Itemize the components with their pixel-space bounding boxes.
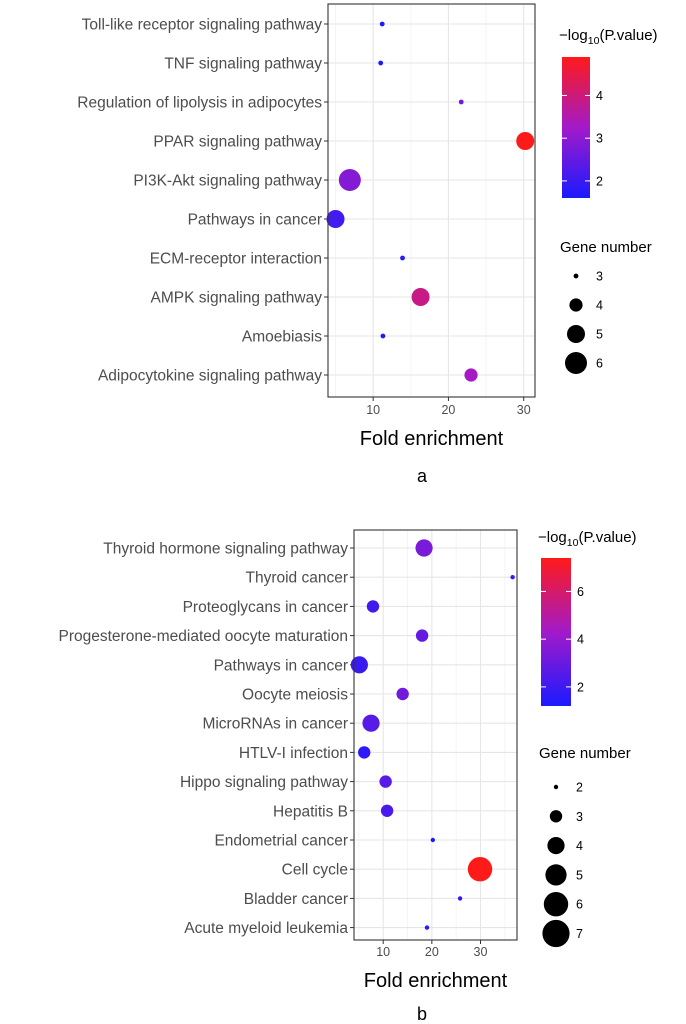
data-point [362, 714, 380, 732]
pathway-label: Bladder cancer [244, 891, 348, 908]
size-legend-label: 3 [576, 810, 583, 824]
data-point [400, 255, 405, 261]
data-point [350, 656, 368, 674]
size-legend-label: 4 [576, 839, 583, 853]
data-point [457, 896, 463, 901]
data-point [415, 539, 433, 557]
plot-border [327, 3, 536, 398]
data-point [380, 804, 394, 817]
data-point [458, 99, 464, 105]
plot-border [353, 529, 518, 941]
pathway-label: Thyroid cancer [245, 570, 348, 587]
colorbar [541, 558, 571, 706]
panel-a: 10 20 30 Toll-like receptor signaling pathw… [77, 3, 658, 486]
pathway-label: Oocyte meiosis [242, 687, 348, 704]
data-point [379, 775, 392, 788]
pathway-label: Hepatitis B [273, 803, 348, 820]
pathway-label: TNF signaling pathway [164, 56, 322, 73]
colorbar [562, 57, 590, 198]
plot-background [354, 530, 517, 940]
size-legend-key [547, 837, 565, 855]
plot-background [328, 4, 535, 397]
size-legend-key [567, 325, 585, 343]
colorbar-label: 2 [577, 680, 584, 694]
x-tick-label: 20 [441, 403, 455, 417]
colorbar-label: 6 [577, 585, 584, 599]
size-legend-label: 3 [596, 270, 603, 284]
panel-label: a [417, 466, 428, 486]
size-legend-key [569, 298, 583, 312]
pathway-label: Thyroid hormone signaling pathway [103, 541, 348, 558]
pathway-label: AMPK signaling pathway [151, 290, 323, 307]
data-point [464, 368, 478, 382]
pathway-label: HTLV-I infection [239, 745, 348, 762]
pathway-label: ECM-receptor interaction [150, 251, 322, 268]
pathway-label: Hippo signaling pathway [180, 774, 348, 791]
pathway-label: MicroRNAs in cancer [202, 716, 348, 733]
data-point [326, 210, 345, 228]
size-legend-label: 5 [596, 328, 603, 342]
size-legend-key [553, 784, 559, 790]
size-legend-key [549, 810, 563, 823]
size-legend-label: 2 [576, 781, 583, 795]
pathway-label: Pathways in cancer [188, 212, 322, 229]
x-axis-title: Fold enrichment [360, 428, 504, 450]
data-point [510, 575, 515, 580]
data-point [378, 60, 384, 66]
colorbar-label: 4 [577, 633, 584, 647]
data-point [358, 746, 371, 759]
pathway-label: PPAR signaling pathway [153, 134, 322, 151]
size-legend-key [542, 919, 570, 948]
data-point [411, 288, 430, 306]
panel-b: 10 20 30 Thyroid hormone signaling pathway T… [59, 529, 637, 1024]
data-point [424, 925, 430, 930]
data-point [379, 21, 385, 27]
data-point [430, 837, 436, 843]
x-tick-label: 20 [425, 945, 439, 959]
size-legend-key [545, 864, 567, 886]
x-tick-label: 10 [366, 403, 380, 417]
data-point [366, 600, 380, 613]
size-legend-title: Gene number [539, 745, 631, 762]
data-point [396, 687, 409, 701]
data-point [467, 857, 493, 882]
colorbar-label: 4 [596, 89, 603, 103]
colorbar-label: 2 [596, 174, 603, 188]
color-legend-title: −log10(P.value) [538, 529, 637, 549]
pathway-label: Endometrial cancer [214, 833, 348, 850]
x-tick-label: 30 [474, 945, 488, 959]
panel-label: b [417, 1004, 427, 1024]
x-tick-label: 30 [517, 403, 531, 417]
x-tick-label: 10 [376, 945, 390, 959]
pathway-label: Cell cycle [282, 862, 348, 879]
data-point [338, 169, 361, 191]
size-legend-key [543, 892, 569, 917]
pathway-label: Progesterone-mediated oocyte maturation [59, 628, 349, 645]
data-point [380, 333, 386, 339]
pathway-label: Toll-like receptor signaling pathway [82, 17, 323, 34]
pathway-label: PI3K-Akt signaling pathway [133, 173, 322, 190]
size-legend-label: 6 [576, 898, 583, 912]
data-point [415, 629, 429, 642]
data-point [516, 132, 535, 150]
x-axis-title: Fold enrichment [364, 970, 508, 992]
size-legend-label: 7 [576, 927, 583, 941]
pathway-label: Adipocytokine signaling pathway [98, 368, 322, 385]
pathway-label: Regulation of lipolysis in adipocytes [77, 95, 322, 112]
pathway-label: Pathways in cancer [214, 657, 348, 674]
color-legend-title: −log10(P.value) [559, 27, 658, 47]
size-legend-label: 6 [596, 357, 603, 371]
size-legend-label: 4 [596, 299, 603, 313]
colorbar-label: 3 [596, 132, 603, 146]
size-legend-key [565, 352, 587, 374]
size-legend-key [573, 273, 579, 279]
size-legend-label: 5 [576, 868, 583, 882]
pathway-label: Acute myeloid leukemia [184, 920, 348, 937]
pathway-label: Amoebiasis [242, 329, 322, 346]
size-legend-title: Gene number [560, 239, 652, 256]
pathway-label: Proteoglycans in cancer [183, 599, 348, 616]
